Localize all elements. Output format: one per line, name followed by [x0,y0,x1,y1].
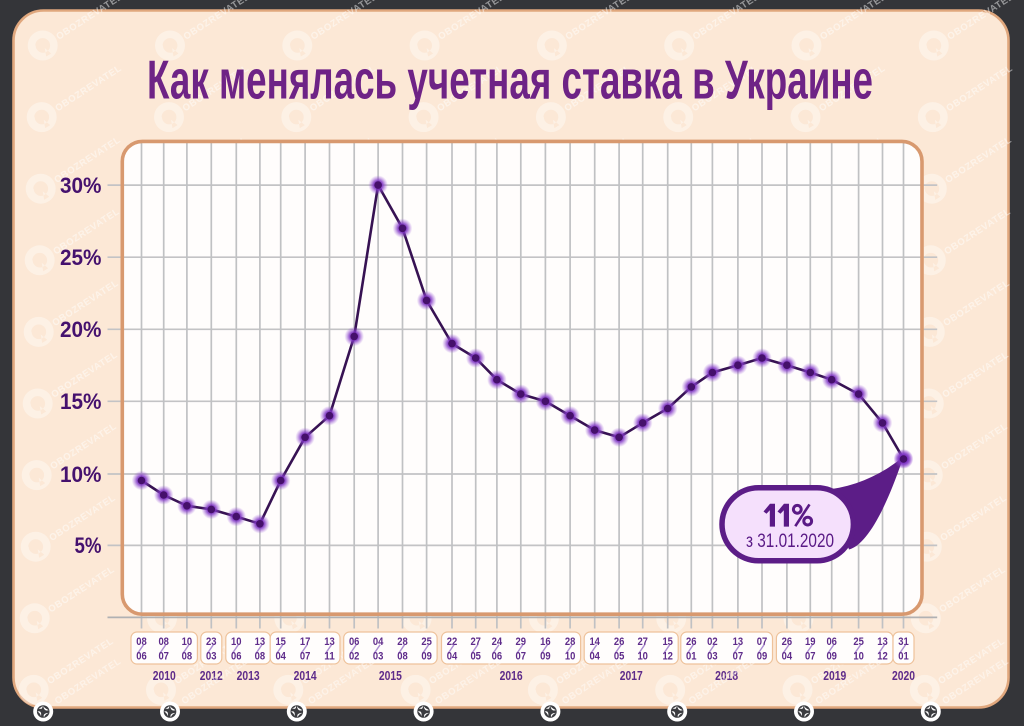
svg-text:15%: 15% [60,389,102,414]
svg-text:08: 08 [136,636,147,648]
svg-text:11: 11 [324,651,335,663]
svg-text:2014: 2014 [294,668,318,683]
svg-text:09: 09 [826,651,837,663]
svg-text:01: 01 [686,651,697,663]
svg-text:5%: 5% [75,533,102,558]
svg-text:15: 15 [662,636,673,648]
svg-text:07: 07 [300,651,311,663]
svg-text:25%: 25% [60,245,102,270]
svg-text:10: 10 [231,636,242,648]
svg-text:26: 26 [782,636,793,648]
svg-text:10%: 10% [60,462,102,487]
svg-text:Как менялась учетная ставка в: Как менялась учетная ставка в Украине [147,49,873,111]
svg-text:23: 23 [206,636,217,648]
svg-text:30%: 30% [60,173,102,198]
svg-text:13: 13 [733,636,744,648]
svg-text:26: 26 [614,636,625,648]
svg-text:22: 22 [447,636,458,648]
svg-text:06: 06 [231,651,242,663]
svg-text:07: 07 [757,636,768,648]
svg-text:26: 26 [686,636,697,648]
svg-text:07: 07 [805,651,816,663]
svg-text:10: 10 [565,651,576,663]
svg-text:31: 31 [898,636,909,648]
svg-text:03: 03 [707,651,718,663]
svg-text:13: 13 [324,636,335,648]
svg-text:04: 04 [275,651,286,663]
svg-text:10: 10 [182,636,193,648]
svg-text:14: 14 [589,636,600,648]
svg-text:03: 03 [373,651,384,663]
svg-text:2020: 2020 [892,668,915,683]
svg-text:19: 19 [805,636,816,648]
svg-text:16: 16 [540,636,551,648]
svg-text:2016: 2016 [500,668,523,683]
svg-text:25: 25 [853,636,864,648]
svg-text:04: 04 [373,636,384,648]
svg-text:24: 24 [492,636,503,648]
svg-text:06: 06 [136,651,147,663]
svg-text:з 31.01.2020: з 31.01.2020 [746,531,834,552]
svg-text:07: 07 [733,651,744,663]
svg-text:04: 04 [782,651,793,663]
svg-text:13: 13 [255,636,266,648]
svg-text:08: 08 [255,651,266,663]
svg-text:2010: 2010 [153,668,176,683]
svg-text:2017: 2017 [620,668,643,683]
svg-text:2015: 2015 [379,668,402,683]
svg-text:20%: 20% [60,317,102,342]
svg-text:13: 13 [877,636,888,648]
svg-text:27: 27 [470,636,481,648]
svg-text:09: 09 [421,651,432,663]
svg-text:10: 10 [853,651,864,663]
svg-text:09: 09 [757,651,768,663]
svg-text:15: 15 [275,636,286,648]
svg-text:07: 07 [516,651,527,663]
svg-text:10: 10 [637,651,648,663]
svg-text:28: 28 [565,636,576,648]
svg-text:07: 07 [158,651,169,663]
svg-text:09: 09 [540,651,551,663]
svg-text:27: 27 [637,636,648,648]
svg-text:05: 05 [614,651,625,663]
svg-text:06: 06 [826,636,837,648]
svg-text:08: 08 [397,651,408,663]
svg-text:17: 17 [300,636,311,648]
svg-text:29: 29 [516,636,527,648]
svg-text:28: 28 [397,636,408,648]
svg-text:05: 05 [470,651,481,663]
svg-text:02: 02 [349,651,360,663]
svg-text:06: 06 [349,636,360,648]
svg-text:12: 12 [877,651,888,663]
svg-text:08: 08 [182,651,193,663]
svg-text:04: 04 [447,651,458,663]
svg-text:02: 02 [707,636,718,648]
svg-text:08: 08 [158,636,169,648]
svg-text:04: 04 [589,651,600,663]
svg-text:2013: 2013 [237,668,260,683]
svg-text:12: 12 [662,651,673,663]
svg-text:25: 25 [421,636,432,648]
svg-text:01: 01 [898,651,909,663]
svg-text:03: 03 [206,651,217,663]
